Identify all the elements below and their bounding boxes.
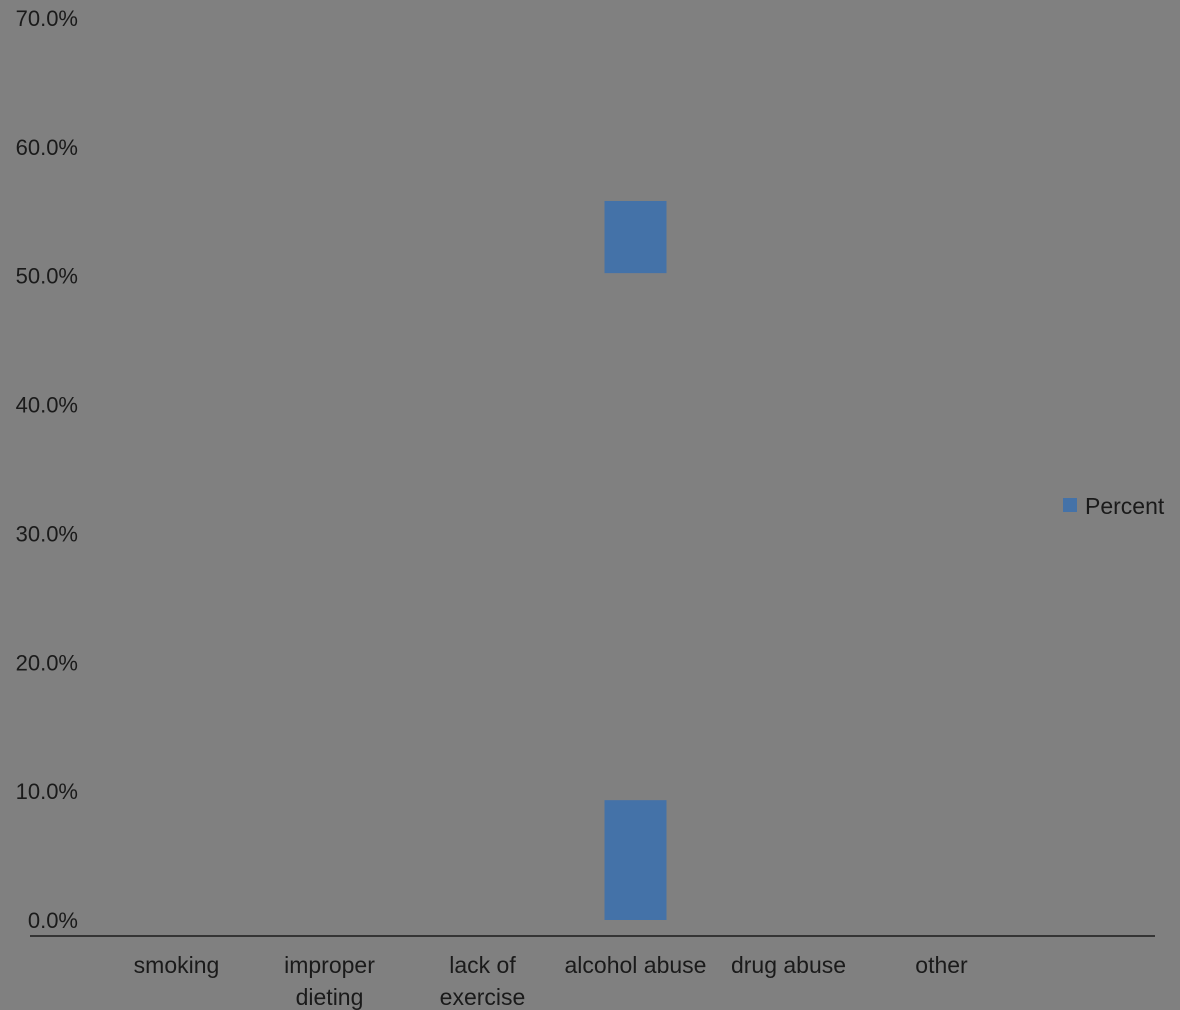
bar xyxy=(604,200,667,274)
bar xyxy=(604,800,667,920)
x-category-label: improper xyxy=(284,952,375,978)
y-tick-label: 60.0% xyxy=(16,135,78,160)
y-tick-label: 0.0% xyxy=(28,908,78,933)
x-category-label: alcohol abuse xyxy=(565,952,707,978)
y-tick-label: 50.0% xyxy=(16,264,78,289)
x-category-label: drug abuse xyxy=(731,952,846,978)
x-category-label: dieting xyxy=(296,984,364,1010)
y-tick-label: 20.0% xyxy=(16,650,78,675)
y-tick-label: 30.0% xyxy=(16,521,78,546)
x-category-label: smoking xyxy=(134,952,220,978)
y-tick-label: 10.0% xyxy=(16,779,78,804)
x-category-label: other xyxy=(915,952,968,978)
legend-label: Percent xyxy=(1085,493,1165,519)
x-category-label: exercise xyxy=(440,984,526,1010)
x-category-label: lack of xyxy=(449,952,516,978)
y-tick-label: 70.0% xyxy=(16,6,78,31)
legend-swatch xyxy=(1063,498,1077,512)
y-tick-label: 40.0% xyxy=(16,393,78,418)
